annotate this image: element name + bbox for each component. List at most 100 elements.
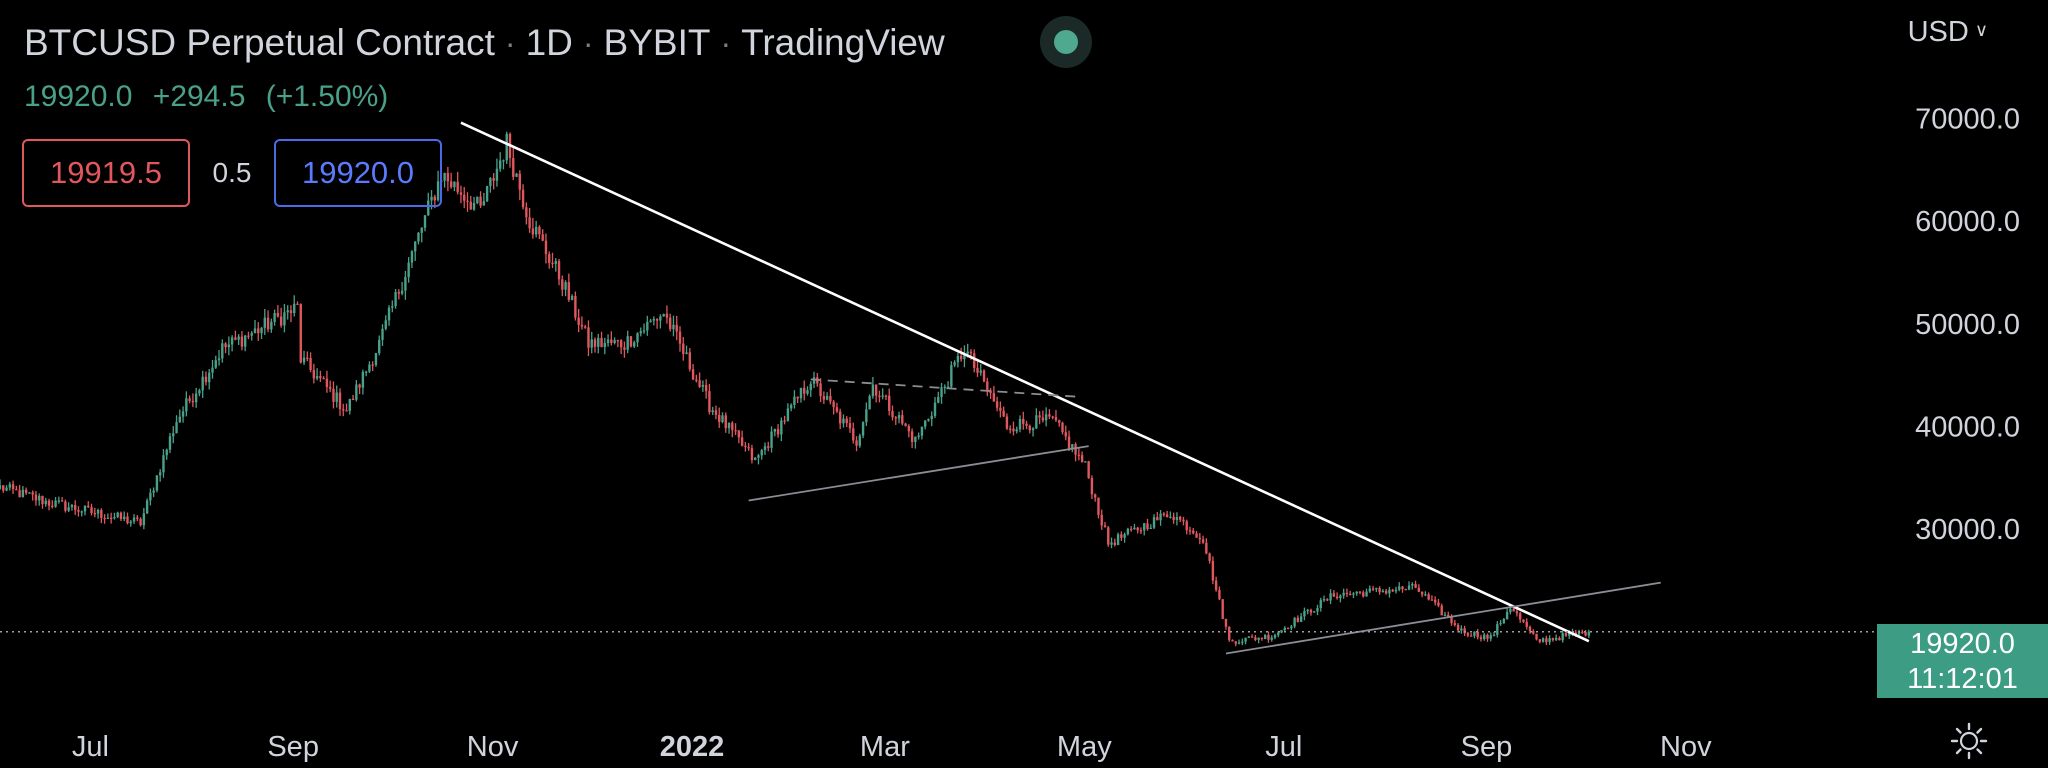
candle-body	[1044, 414, 1048, 421]
candle-body	[881, 395, 884, 397]
candle-body	[1071, 444, 1074, 449]
candle-body	[613, 340, 616, 343]
candle-body	[646, 321, 649, 331]
candle-body	[420, 227, 423, 233]
currency-selector[interactable]: USD ∨	[1908, 16, 1988, 49]
candle-countdown: 11:12:01	[1907, 663, 2018, 695]
candle-body	[129, 521, 132, 524]
candle-body	[874, 384, 878, 396]
candle-body	[1234, 641, 1237, 644]
candle-body	[1270, 637, 1273, 640]
candle-body	[1084, 461, 1087, 463]
candle-body	[1326, 599, 1329, 601]
candle-body	[878, 395, 881, 397]
exchange-label: BYBIT	[603, 22, 711, 63]
candle-body	[175, 422, 178, 434]
candle-body	[894, 417, 897, 419]
bear-flag-lower-line[interactable]	[1225, 581, 1661, 655]
candle-body	[773, 429, 777, 432]
candle-body	[283, 312, 286, 326]
candle-body	[221, 343, 224, 359]
candle-body	[1254, 637, 1257, 640]
candle-body	[201, 376, 204, 391]
candle-body	[381, 328, 384, 340]
candle-body	[397, 292, 401, 294]
triangle-lower-line[interactable]	[748, 445, 1089, 502]
price-change-percent: (+1.50%)	[265, 80, 389, 113]
market-status-indicator[interactable]	[1040, 16, 1092, 68]
candle-body	[561, 279, 564, 290]
candle-body	[933, 402, 937, 416]
candle-body	[243, 335, 247, 347]
candle-body	[332, 388, 335, 402]
candle-body	[67, 507, 70, 511]
candle-body	[799, 387, 803, 399]
candle-body	[1214, 580, 1218, 590]
candle-body	[1041, 417, 1045, 421]
main-downtrend-line[interactable]	[460, 121, 1590, 643]
candle-body	[476, 196, 479, 204]
symbol-title[interactable]: BTCUSD Perpetual Contract · 1D · BYBIT ·…	[24, 20, 945, 66]
candle-body	[865, 409, 868, 423]
candle-body	[293, 303, 296, 314]
candle-body	[1064, 432, 1067, 437]
buy-button[interactable]: 19920.0	[274, 139, 442, 207]
candle-body	[1581, 631, 1584, 633]
candle-body	[1469, 635, 1473, 637]
interval-label[interactable]: 1D	[525, 22, 573, 63]
candle-body	[812, 377, 816, 384]
candle-body	[70, 505, 74, 508]
candle-body	[969, 351, 973, 354]
candle-body	[361, 371, 365, 388]
candle-body	[417, 232, 420, 242]
candle-body	[400, 290, 404, 294]
separator: ·	[720, 24, 732, 61]
candle-body	[1456, 624, 1460, 631]
candle-body	[374, 353, 378, 366]
candle-body	[1332, 593, 1336, 597]
candle-body	[149, 492, 152, 501]
x-tick-label: Nov	[1660, 731, 1712, 763]
candle-body	[1093, 494, 1097, 498]
candle-body	[279, 316, 283, 326]
candle-body	[838, 411, 842, 424]
candle-body	[986, 381, 989, 391]
candle-body	[642, 330, 646, 332]
candle-body	[822, 396, 826, 400]
candle-body	[1368, 588, 1372, 592]
candle-body	[619, 340, 623, 348]
candle-body	[995, 401, 999, 408]
candle-body	[1394, 589, 1398, 592]
candle-body	[750, 448, 754, 461]
candle-body	[1116, 534, 1120, 545]
candle-body	[456, 181, 459, 193]
candle-body	[302, 357, 306, 363]
candle-body	[1548, 638, 1551, 643]
quote-panel: 19919.5 0.5 19920.0	[22, 137, 442, 209]
triangle-upper-line[interactable]	[810, 378, 1079, 398]
gear-icon[interactable]	[1950, 722, 1988, 760]
candle-body	[1505, 612, 1509, 619]
candle-body	[1479, 637, 1483, 640]
candle-body	[469, 201, 472, 210]
candle-body	[1365, 591, 1368, 597]
candle-body	[87, 505, 90, 508]
candle-body	[593, 339, 597, 347]
candle-body	[1313, 611, 1316, 613]
currency-label: USD	[1907, 16, 1969, 48]
symbol-name: BTCUSD Perpetual Contract	[24, 22, 495, 63]
candle-body	[907, 425, 911, 432]
candle-body	[848, 423, 852, 429]
candle-body	[1113, 542, 1117, 545]
candle-body	[132, 517, 136, 522]
separator: ·	[582, 24, 594, 61]
candle-body	[1489, 635, 1492, 639]
candle-body	[319, 376, 322, 379]
sell-button[interactable]: 19919.5	[22, 139, 190, 207]
candle-body	[1437, 602, 1440, 606]
candle-body	[1577, 631, 1581, 635]
candle-body	[224, 343, 227, 348]
candle-body	[54, 500, 57, 507]
candle-body	[191, 400, 195, 403]
